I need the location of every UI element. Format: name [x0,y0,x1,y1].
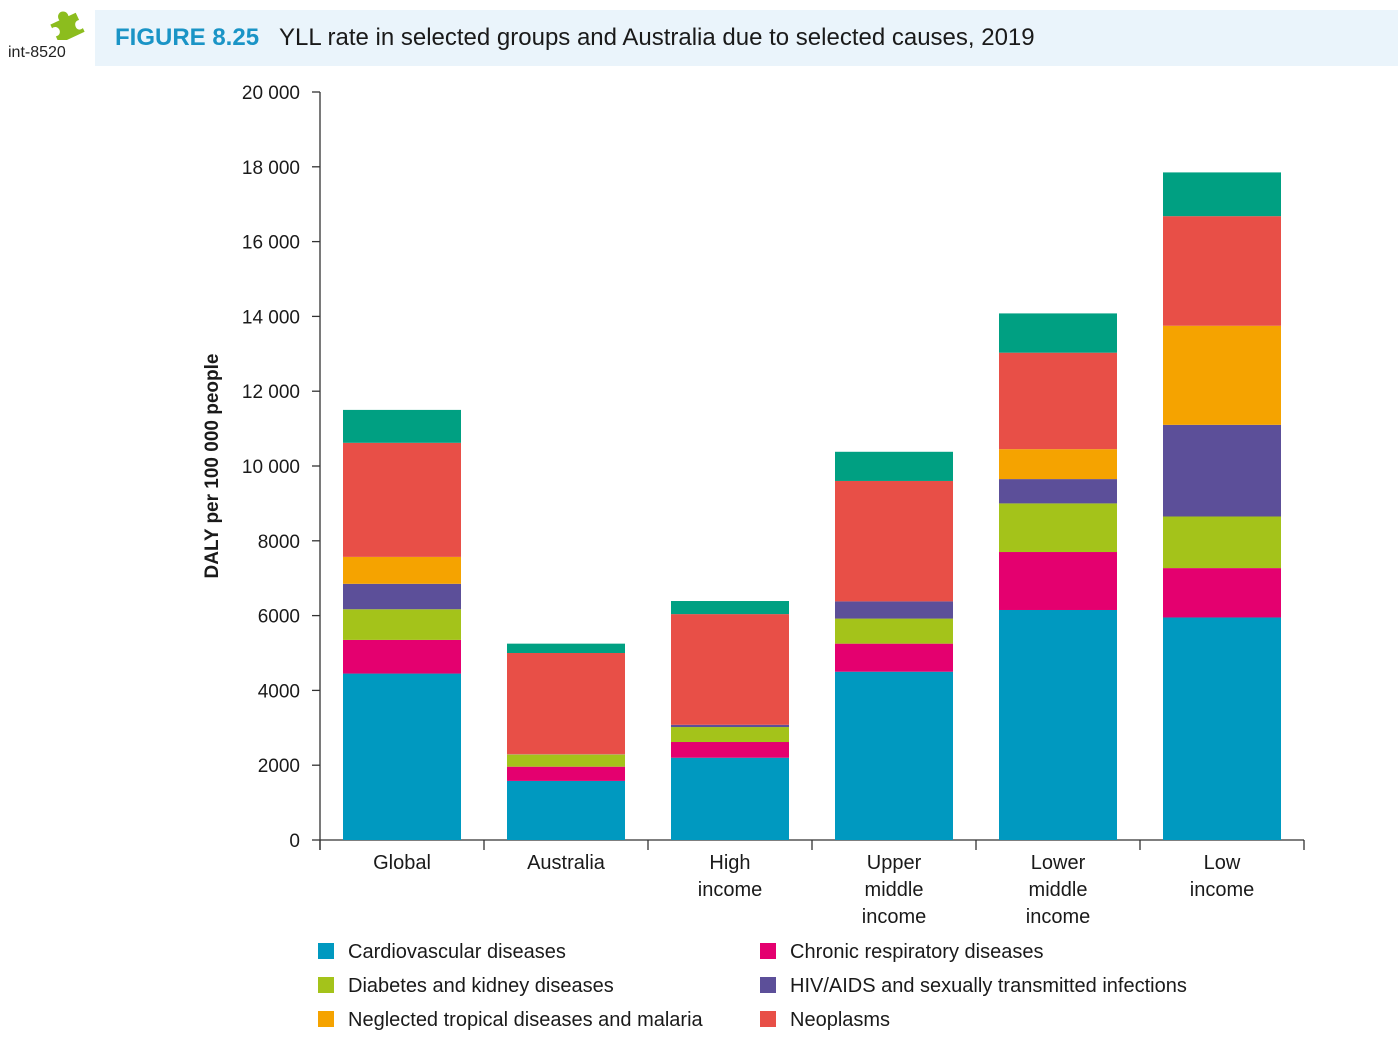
bar-segment [835,480,953,602]
y-tick-label: 14 000 [242,307,300,328]
bar-segment [343,583,461,610]
x-category-label: middle [865,879,924,901]
x-category-label: Lower [1031,852,1086,874]
y-tick-label: 0 [289,831,300,852]
figure-number: FIGURE 8.25 [115,24,260,51]
x-category-label: income [862,906,926,928]
y-tick-label: 4000 [258,681,300,702]
figure-title-bar: FIGURE 8.25 YLL rate in selected groups … [95,10,1398,66]
x-category-label: Low [1204,852,1241,874]
bar-segment [1163,325,1281,425]
legend-swatch [760,977,776,993]
y-tick-label: 8000 [258,532,300,553]
figure-title: YLL rate in selected groups and Australi… [279,24,1035,51]
legend-swatch [760,943,776,959]
y-tick-label: 10 000 [242,457,300,478]
x-category-label: High [709,852,750,874]
bar-segment [507,643,625,653]
bar-segment [1163,568,1281,618]
bar-segment [1163,172,1281,217]
bar-segment [671,757,789,840]
bar-segment [671,614,789,725]
bar-segment [999,552,1117,610]
legend-entry: Neglected tropical diseases and malaria [348,1009,704,1031]
x-category-label: Australia [527,852,606,874]
y-tick-label: 6000 [258,607,300,628]
x-category-label: income [1190,879,1254,901]
bar-segment [835,671,953,840]
bar-segment [671,727,789,743]
bar-segment [671,724,789,728]
bar-segment [1163,216,1281,326]
bar-segment [507,766,625,781]
y-tick-label: 16 000 [242,233,300,254]
bar-segment [343,409,461,443]
x-category-label: middle [1029,879,1088,901]
puzzle-piece-icon [50,11,85,40]
x-category-label: income [1026,906,1090,928]
bar-segment [343,639,461,674]
interactivity-badge: int-8520 [0,0,94,70]
legend-entry: Chronic respiratory diseases [790,941,1043,963]
legend-swatch [760,1011,776,1027]
bar-segment [507,754,625,767]
bar-segment [999,503,1117,553]
bar-segment [999,479,1117,504]
badge-label: int-8520 [8,44,66,61]
legend-swatch [318,977,334,993]
bar-segment [999,609,1117,840]
legend-swatch [318,943,334,959]
bar-segment [835,451,953,481]
x-category-label: income [698,879,762,901]
bar-segment [343,673,461,840]
bar-segment [1163,617,1281,840]
y-tick-label: 18 000 [242,158,300,179]
y-tick-label: 12 000 [242,382,300,403]
bar-segment [835,618,953,644]
bar-segment [671,601,789,615]
y-axis-label: DALY per 100 000 people [202,354,223,579]
bar-segment [1163,424,1281,517]
x-category-label: Global [373,852,431,874]
x-category-label: Upper [867,852,922,874]
bar-segment [343,609,461,640]
legend-entry: HIV/AIDS and sexually transmitted infect… [790,975,1187,997]
bar-segment [1163,516,1281,569]
bar-segment [343,442,461,557]
bar-segment [343,556,461,584]
y-tick-label: 2000 [258,756,300,777]
bar-segment [999,313,1117,353]
y-tick-label: 20 000 [242,83,300,104]
bar-segment [999,352,1117,450]
bar-segment [835,643,953,672]
legend-entry: Cardiovascular diseases [348,941,566,963]
bar-segment [671,742,789,758]
legend-entry: Neoplasms [790,1009,890,1031]
bar-segment [835,601,953,619]
legend-swatch [318,1011,334,1027]
legend-entry: Diabetes and kidney diseases [348,975,614,997]
bar-segment [507,653,625,754]
bar-segment [999,449,1117,480]
bar-segment [507,780,625,840]
